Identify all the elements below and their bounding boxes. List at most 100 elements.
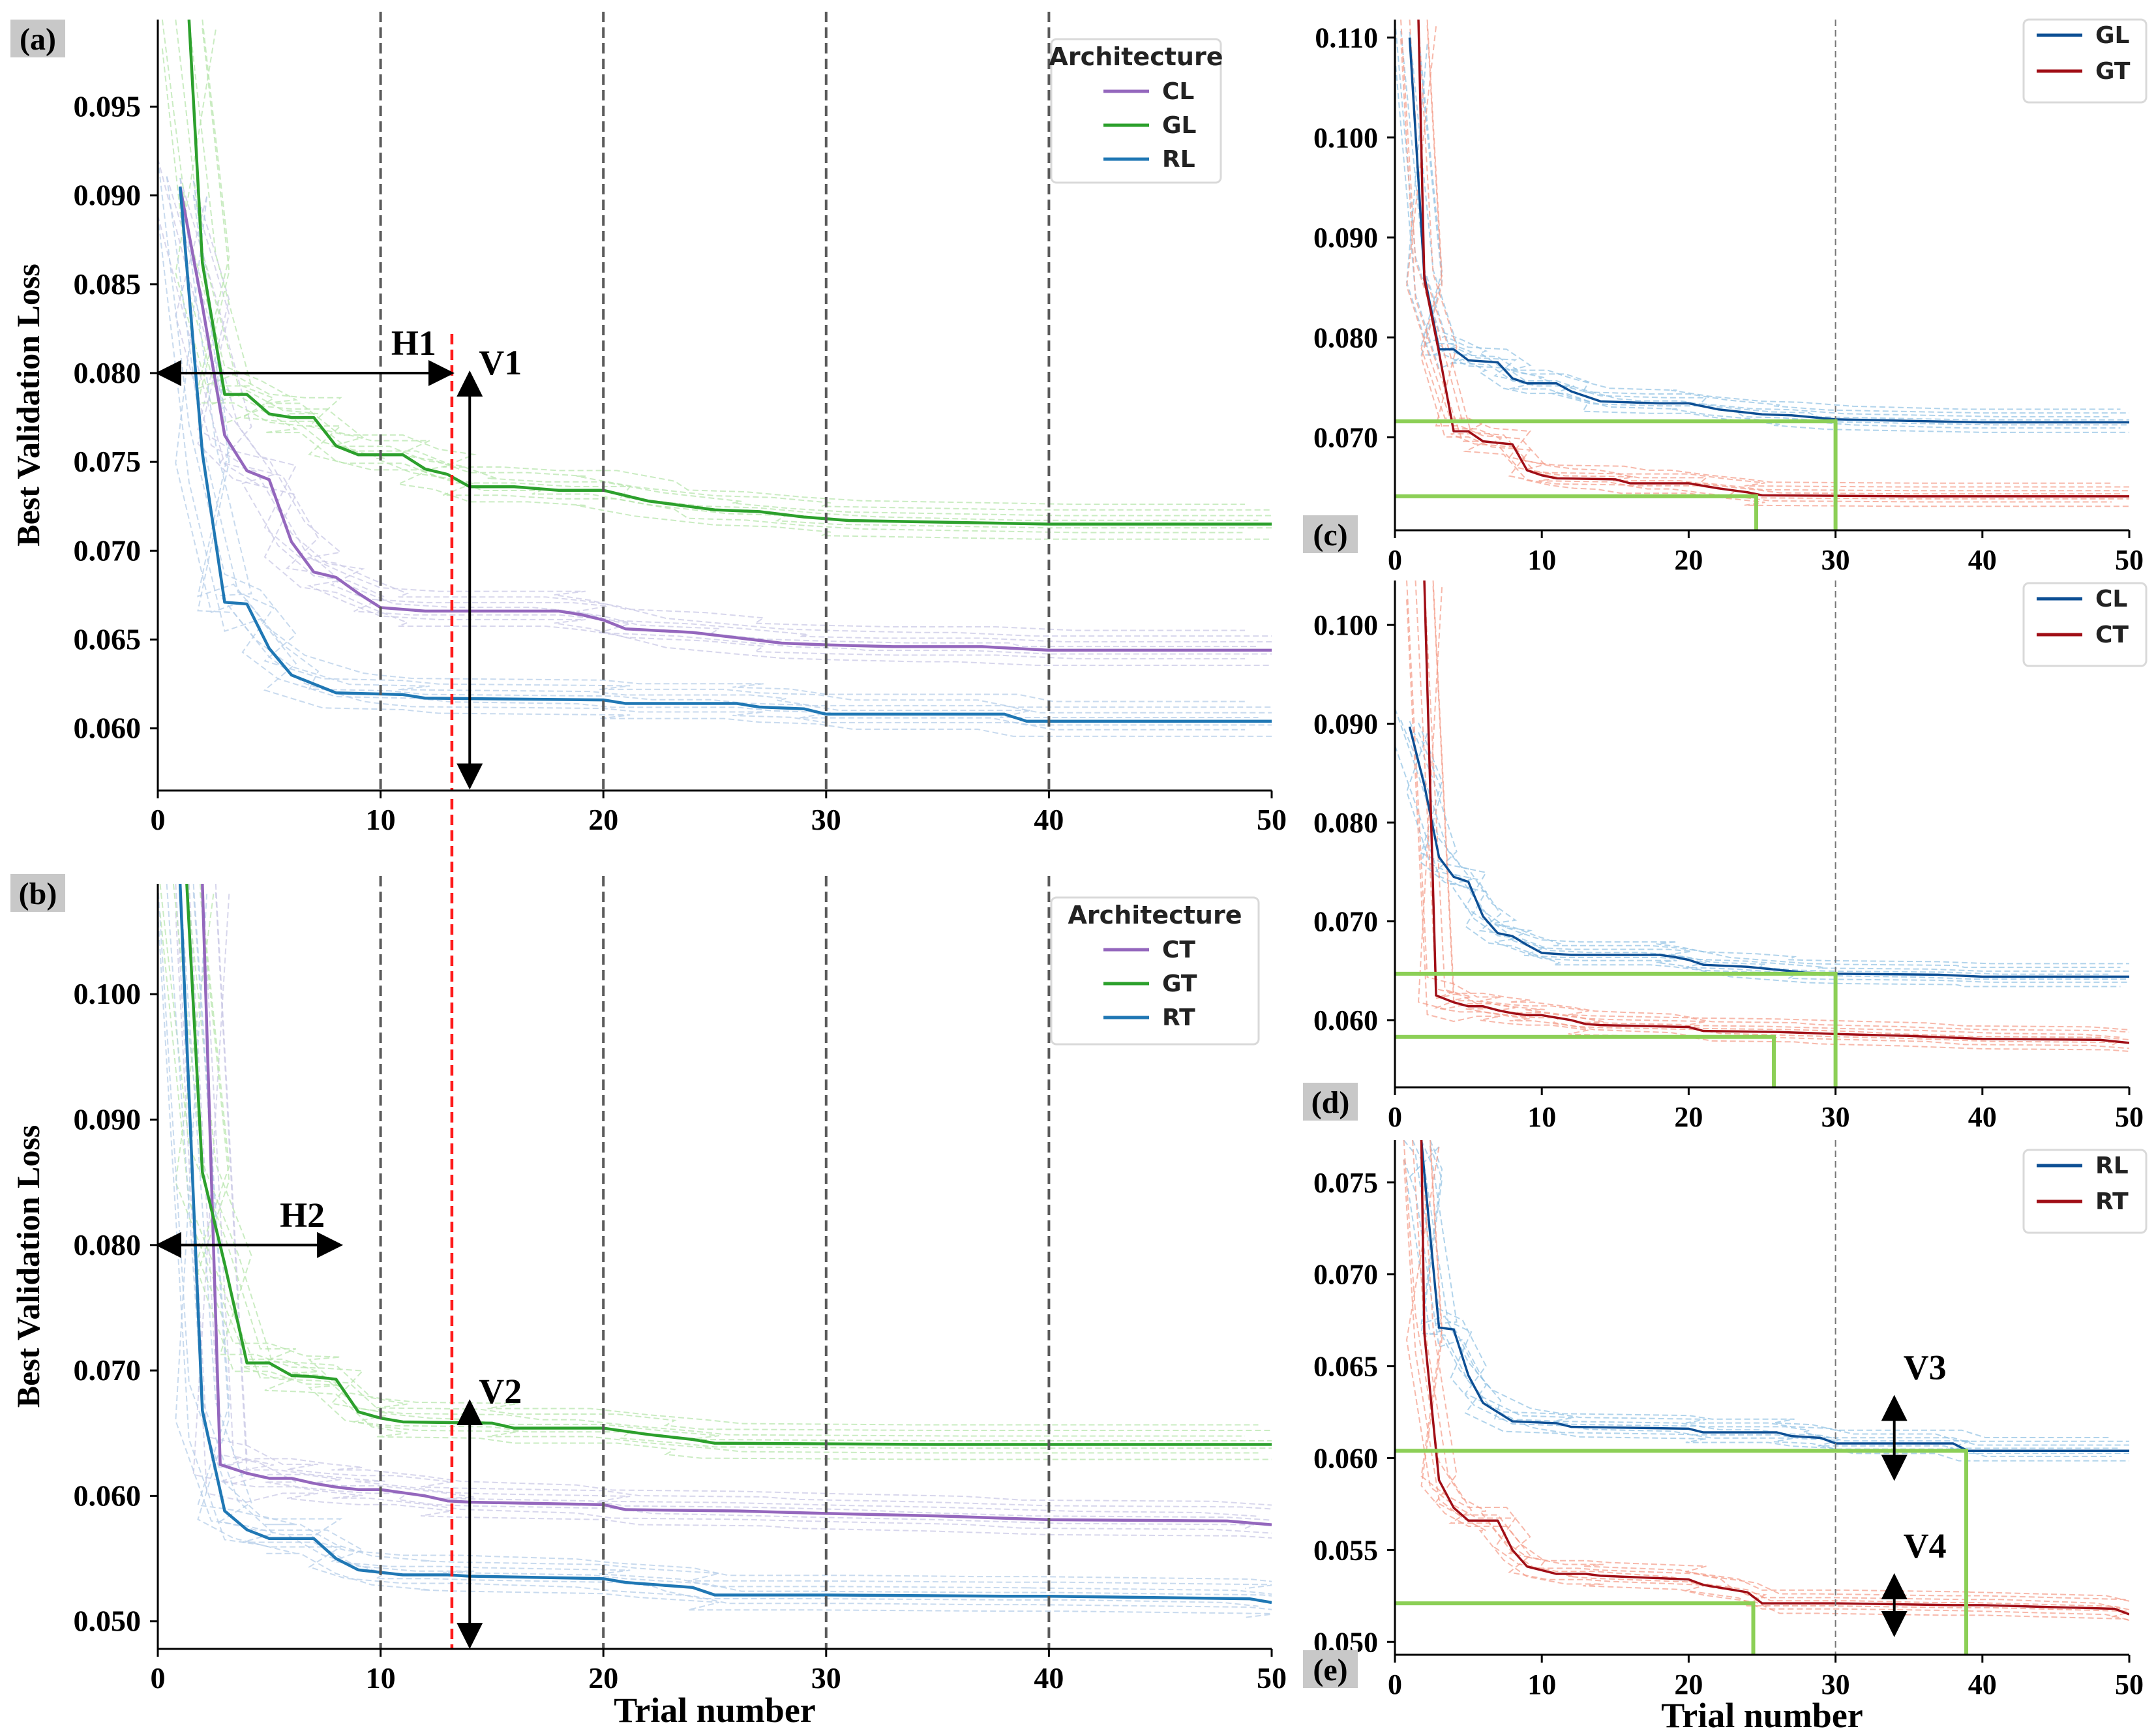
green-marker: [1395, 971, 1838, 1087]
trial-trace-GL: [161, 48, 1272, 540]
panel-label-bg: [1303, 1650, 1358, 1688]
trial-trace-RL: [192, 194, 1246, 731]
legend-title: Architecture: [1049, 42, 1223, 71]
trial-trace-GT: [1420, 25, 2112, 503]
trial-trace-CL: [1405, 733, 2112, 975]
legend-box: [1050, 896, 1260, 1046]
series-line-GL: [187, 20, 1272, 526]
panel-e: 0 10 20 30 40 500.0500.0550.0600.0650.0700.07…: [1303, 1140, 2148, 1735]
y-tick-label: 0.090: [1313, 222, 1378, 254]
trial-trace-RL: [192, 180, 1246, 702]
plot-area-e: [1403, 1140, 2129, 1622]
panel-label: (c): [1313, 518, 1347, 552]
x-tick-label: 10: [366, 803, 396, 836]
series-line-GL: [1408, 37, 2129, 424]
trial-trace-CT: [1432, 581, 2129, 1031]
green-marker: [1395, 1034, 1776, 1087]
trial-trace-RL: [1403, 1159, 2129, 1462]
legend-entry-CT: CT: [1162, 937, 1195, 963]
x-tick-label: 10: [366, 1661, 396, 1695]
x-tick-label: 30: [1821, 544, 1850, 576]
legend-title: Architecture: [1068, 901, 1242, 929]
green-marker: [1395, 494, 1758, 530]
trial-trace-CT: [202, 884, 1259, 1517]
y-tick-label: 0.070: [1313, 1259, 1378, 1291]
legend-entry-RL: RL: [2095, 1153, 2129, 1179]
annotation-label-H1: H1: [391, 324, 436, 363]
trial-trace-CL: [1400, 719, 2129, 980]
trial-trace-CT: [215, 884, 1272, 1506]
x-tick-label: 20: [1674, 1668, 1703, 1700]
trial-trace-GT: [159, 912, 1272, 1460]
y-tick-label: 0.100: [1313, 122, 1378, 154]
legend-entry-GT: GT: [1162, 971, 1197, 997]
y-tick-label: 0.050: [74, 1605, 142, 1638]
trial-trace-GT: [1400, 20, 2129, 488]
trial-trace-RL: [1420, 1145, 2112, 1457]
trial-trace-GT: [159, 884, 1272, 1432]
trial-trace-RL: [158, 158, 1272, 708]
series-line-CT: [1423, 581, 2129, 1044]
trial-trace-GT: [1420, 20, 2112, 484]
trial-trace-CT: [1406, 599, 2129, 1052]
y-tick-label: 0.055: [1313, 1534, 1378, 1566]
legend-box: [2022, 18, 2148, 104]
y-tick-label: 0.075: [1313, 1167, 1378, 1199]
trial-trace-RL: [1420, 1140, 2112, 1438]
panel-label-bg: [10, 874, 65, 912]
trial-trace-CT: [1432, 586, 2129, 1049]
y-tick-label: 0.090: [1313, 708, 1378, 740]
y-tick-label: 0.095: [74, 89, 142, 123]
trial-trace-GT: [186, 884, 1246, 1437]
x-tick-label: 20: [588, 1661, 618, 1695]
series-line-RT: [1420, 1140, 2129, 1616]
y-tick-label: 0.090: [74, 179, 142, 212]
trial-trace-GT: [1400, 38, 2129, 507]
annotation-label-V3: V3: [1904, 1348, 1947, 1387]
x-tick-label: 0: [151, 1661, 166, 1695]
y-tick-label: 0.090: [74, 1103, 142, 1136]
trial-trace-CL: [192, 194, 1246, 659]
y-tick-label: 0.080: [1313, 322, 1378, 354]
trial-trace-RT: [158, 912, 1272, 1618]
x-tick-label: 10: [1527, 1101, 1556, 1133]
x-tick-label: 50: [2115, 1668, 2144, 1700]
trial-trace-GT: [1418, 20, 2129, 492]
trial-trace-CL: [1409, 721, 2129, 972]
trial-trace-GL: [1395, 20, 2129, 414]
x-tick-label: 40: [1968, 1101, 1997, 1133]
y-tick-label: 0.080: [74, 1228, 142, 1261]
series-line-RL: [1420, 1140, 2129, 1452]
legend-entry-CL: CL: [1162, 78, 1194, 105]
trial-trace-GL: [1418, 33, 2121, 410]
panel-label-bg: [10, 20, 65, 57]
trial-trace-RT: [1420, 1145, 2129, 1621]
x-tick-label: 50: [1257, 1661, 1287, 1695]
y-tick-label: 0.065: [74, 623, 142, 656]
y-tick-label: 0.060: [74, 1479, 142, 1512]
plot-area-a: [158, 20, 1272, 737]
plot-area-b: [158, 884, 1272, 1618]
x-tick-label: 40: [1968, 1668, 1997, 1700]
trial-trace-CT: [175, 884, 1272, 1510]
y-tick-label: 0.060: [74, 712, 142, 745]
legend-box: [1050, 38, 1222, 184]
panel-c: 0 10 20 30 40 50 0.070 0.080 0.090 0.100 0.110 (c) G…: [1303, 18, 2148, 576]
trial-trace-CL: [158, 158, 1272, 637]
panel-label: (a): [20, 22, 56, 57]
x-tick-label: 10: [1527, 544, 1556, 576]
trial-trace-GL: [1409, 31, 2112, 417]
x-tick-label: 0: [1388, 544, 1402, 576]
legend-entry-CL: CL: [2095, 586, 2127, 612]
x-tick-label: 0: [1388, 1668, 1402, 1700]
green-marker: [1395, 419, 1838, 530]
y-tick-label: 0.080: [74, 356, 142, 389]
series-line-CT: [201, 884, 1272, 1526]
trial-trace-CL: [1395, 746, 2121, 988]
x-tick-label: 40: [1034, 1661, 1064, 1695]
trial-trace-RT: [1420, 1140, 2121, 1610]
trial-trace-GT: [1409, 20, 2129, 500]
x-tick-label: 30: [1821, 1101, 1850, 1133]
x-tick-label: 0: [1388, 1101, 1402, 1133]
